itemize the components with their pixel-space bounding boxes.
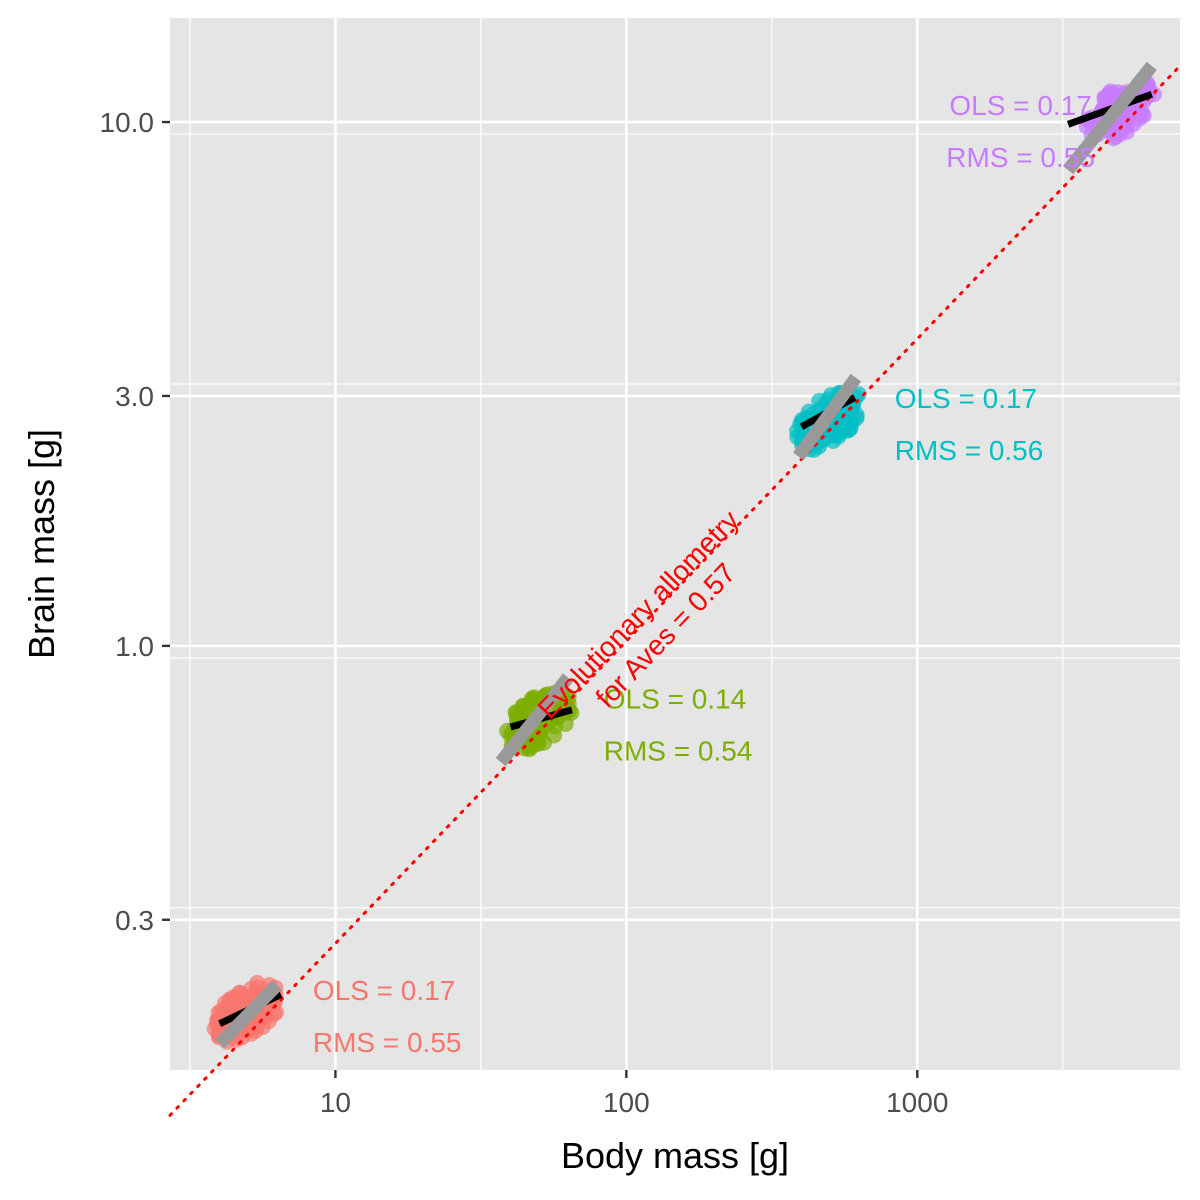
reference-line	[168, 64, 1182, 1117]
ols-label-1: OLS = 0.14	[604, 684, 746, 715]
rms-label-2: RMS = 0.56	[895, 435, 1044, 466]
y-tick-label: 10.0	[100, 107, 155, 138]
data-point	[507, 704, 524, 721]
rms-fit-line-1	[495, 673, 574, 767]
x-tick-label: 10	[320, 1087, 351, 1118]
rms-label-3: RMS = 0.55	[946, 142, 1095, 173]
rms-fit-line-3	[1063, 61, 1157, 175]
y-tick-label: 3.0	[115, 381, 154, 412]
data-point	[266, 1005, 283, 1022]
y-tick-label: 1.0	[115, 631, 154, 662]
data-point	[1100, 87, 1117, 104]
ols-label-3: OLS = 0.17	[949, 90, 1091, 121]
data-point	[800, 403, 817, 420]
ols-label-2: OLS = 0.17	[895, 383, 1037, 414]
data-point	[233, 991, 250, 1008]
data-point	[843, 415, 860, 432]
x-tick-label: 1000	[886, 1087, 948, 1118]
x-tick-label: 100	[603, 1087, 650, 1118]
rms-label-0: RMS = 0.55	[313, 1027, 462, 1058]
ols-label-0: OLS = 0.17	[313, 975, 455, 1006]
rms-fit-line-0	[215, 980, 282, 1049]
plot-panel	[170, 18, 1180, 1070]
data-point	[1107, 128, 1124, 145]
y-tick-label: 0.3	[115, 905, 154, 936]
rms-fit-line-2	[793, 373, 862, 461]
data-point	[557, 715, 574, 732]
rms-label-1: RMS = 0.54	[604, 736, 753, 767]
y-axis-title: Brain mass [g]	[21, 429, 62, 659]
data-point	[210, 1004, 227, 1021]
x-axis-title: Body mass [g]	[561, 1135, 789, 1176]
data-point	[243, 980, 260, 997]
